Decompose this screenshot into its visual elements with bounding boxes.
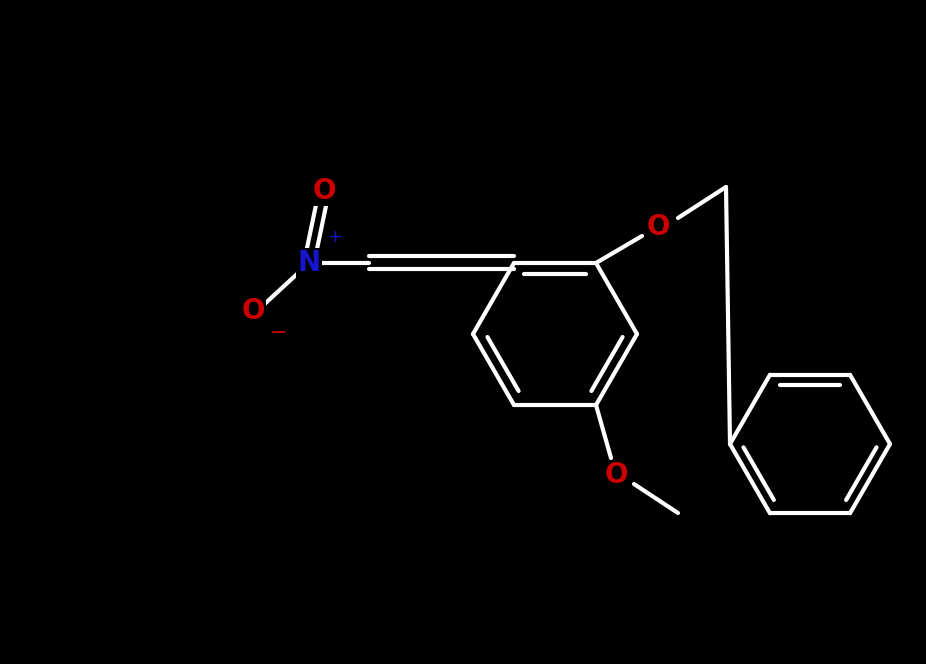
Text: +: + [328,228,343,246]
Text: O: O [605,461,628,489]
Text: N: N [297,249,320,277]
Text: −: − [270,323,288,343]
Text: O: O [312,177,336,205]
Text: O: O [646,213,669,241]
Text: O: O [242,297,265,325]
